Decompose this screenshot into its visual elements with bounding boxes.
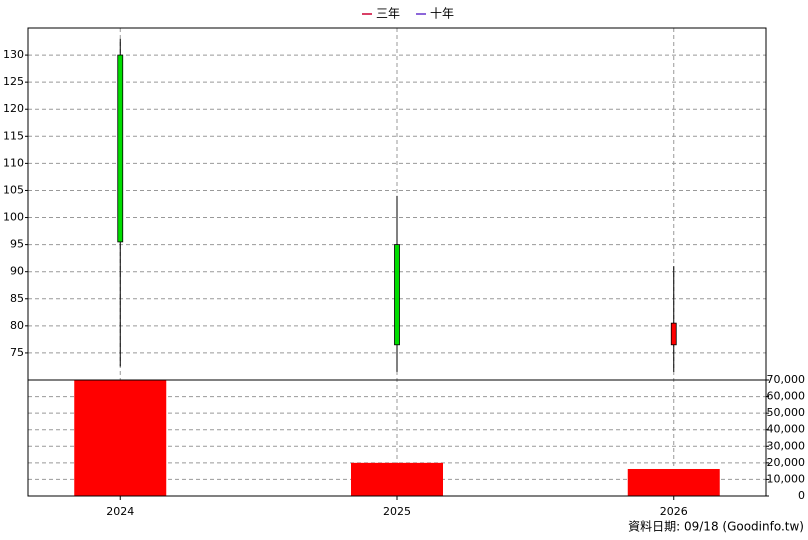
legend-label: 三年 bbox=[376, 7, 400, 21]
y2-tick-label: 50,000 bbox=[767, 406, 806, 419]
bar bbox=[74, 380, 167, 496]
plot-frame bbox=[27, 27, 767, 497]
y-tick-label: 100 bbox=[3, 211, 24, 224]
x-tick-label: 2024 bbox=[106, 505, 134, 518]
x-tick-label: 2026 bbox=[660, 505, 688, 518]
y-tick-label: 95 bbox=[10, 238, 24, 251]
y-tick-label: 105 bbox=[3, 183, 24, 196]
candle-body bbox=[670, 322, 677, 346]
y2-tick-label: 40,000 bbox=[767, 423, 806, 436]
legend-label: 十年 bbox=[430, 7, 454, 21]
y-tick-label: 90 bbox=[10, 265, 24, 278]
y-tick-label: 125 bbox=[3, 75, 24, 88]
bar bbox=[627, 468, 720, 496]
x-tick-label: 2025 bbox=[383, 505, 411, 518]
y2-tick-label: 0 bbox=[798, 489, 805, 502]
y-tick-label: 80 bbox=[10, 319, 24, 332]
candle-body bbox=[394, 244, 400, 346]
y-tick-label: 110 bbox=[3, 156, 24, 169]
y-tick-label: 85 bbox=[10, 292, 24, 305]
candle-body bbox=[117, 54, 124, 243]
y2-tick-label: 20,000 bbox=[767, 456, 806, 469]
y-tick-label: 130 bbox=[3, 48, 24, 61]
y2-tick-label: 70,000 bbox=[767, 373, 806, 386]
footer: 資料日期: 09/18 (Goodinfo.tw) bbox=[628, 520, 804, 534]
y-tick-label: 75 bbox=[10, 346, 24, 359]
y2-tick-label: 30,000 bbox=[767, 439, 806, 452]
y-tick-label: 115 bbox=[3, 129, 24, 142]
bar bbox=[351, 462, 443, 496]
y2-tick-label: 60,000 bbox=[767, 390, 806, 403]
y-tick-label: 120 bbox=[3, 102, 24, 115]
y2-tick-label: 10,000 bbox=[767, 472, 806, 485]
